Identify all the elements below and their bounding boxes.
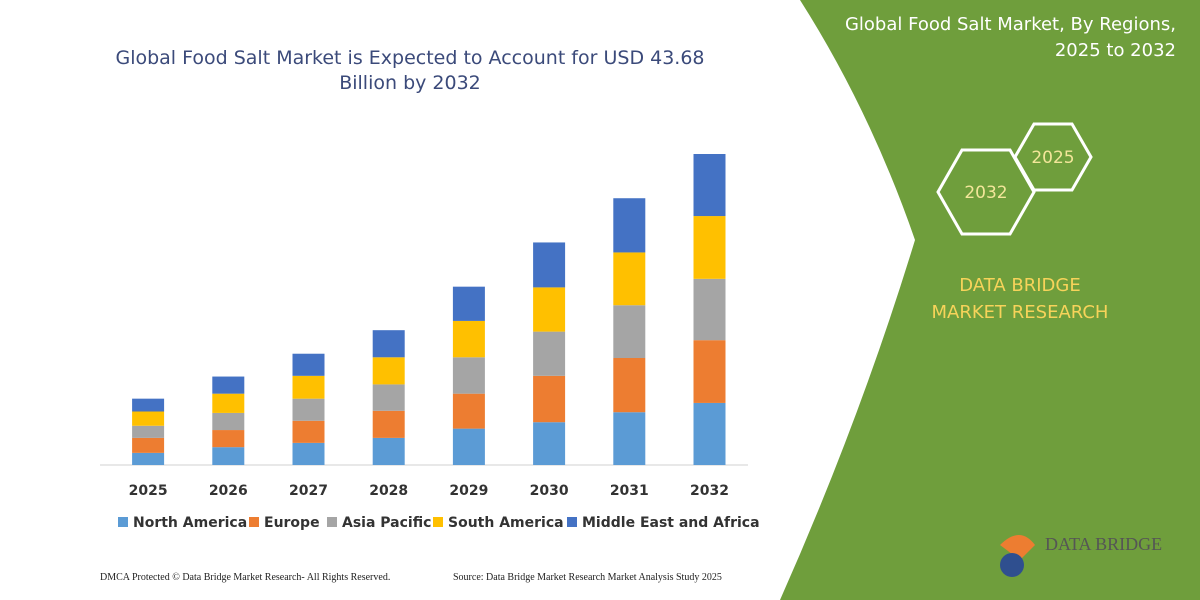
bar-segment [372, 410, 405, 438]
bar-segment [212, 393, 245, 413]
bar-segment [452, 393, 485, 429]
bar-segment [212, 412, 245, 431]
bar-segment [693, 216, 726, 279]
bar-segment [613, 252, 646, 306]
bar-segment [292, 442, 325, 465]
bar-segment [613, 198, 646, 253]
bar-segment [212, 430, 245, 448]
footer-source: Source: Data Bridge Market Research Mark… [453, 572, 722, 583]
logo-icon [1000, 535, 1035, 560]
x-tick-label: 2032 [690, 483, 729, 499]
bar-segment [372, 330, 405, 358]
legend-swatch [567, 517, 577, 527]
bar-segment [452, 357, 485, 394]
legend-swatch [433, 517, 443, 527]
legend-swatch [249, 517, 259, 527]
bar-segment [533, 375, 566, 423]
bar-segment [452, 286, 485, 321]
hexagon-label: 2032 [964, 183, 1007, 203]
bar-segment [372, 437, 405, 465]
bar-segment [693, 154, 726, 217]
bar-segment [613, 412, 646, 465]
panel-title: Global Food Salt Market, By Regions, 202… [844, 14, 1176, 61]
legend-label: South America [448, 515, 564, 531]
bar-segment [132, 452, 165, 465]
bar-segment [132, 398, 165, 412]
bar-segment [452, 320, 485, 358]
chart-title: Global Food Salt Market is Expected to A… [115, 47, 705, 94]
x-tick-label: 2027 [289, 483, 328, 499]
bar-segment [452, 428, 485, 465]
hexagon-label: 2025 [1031, 148, 1074, 168]
bar-segment [613, 358, 646, 413]
legend-label: Middle East and Africa [582, 515, 760, 531]
x-tick-label: 2031 [610, 483, 649, 499]
hexagon [936, 148, 1036, 236]
bar-segment [292, 398, 325, 421]
bar-segment [132, 437, 165, 453]
x-tick-label: 2028 [369, 483, 408, 499]
bar-segment [132, 425, 165, 438]
legend-label: Europe [264, 515, 320, 531]
x-tick-label: 2026 [209, 483, 248, 499]
bar-segment [533, 331, 566, 376]
bar-segment [693, 278, 726, 341]
hexagon [1013, 122, 1093, 192]
bar-segment [533, 422, 566, 465]
bar-segment [533, 287, 566, 332]
legend-swatch [118, 517, 128, 527]
bar-segment [292, 353, 325, 376]
bar-segment [292, 375, 325, 399]
bar-segment [212, 376, 245, 394]
footer-note: DMCA Protected © Data Bridge Market Rese… [100, 572, 391, 583]
x-tick-label: 2025 [129, 483, 168, 499]
bar-segment [292, 420, 325, 443]
bar-segment [372, 384, 405, 411]
bar-segment [533, 242, 566, 288]
bar-segment [613, 305, 646, 359]
bar-segment [372, 357, 405, 385]
brand-name: DATA BRIDGE MARKET RESEARCH [931, 275, 1109, 323]
legend-label: North America [133, 515, 247, 531]
side-panel [780, 0, 1200, 600]
bar-segment [212, 447, 245, 465]
legend-swatch [327, 517, 337, 527]
bar-segment [693, 402, 726, 465]
logo-icon [1000, 553, 1024, 577]
x-tick-label: 2029 [449, 483, 488, 499]
legend-label: Asia Pacific [342, 515, 431, 531]
x-tick-label: 2030 [530, 483, 569, 499]
logo-text: DATA BRIDGE [1045, 534, 1162, 554]
bar-segment [132, 411, 165, 426]
bar-segment [693, 340, 726, 403]
